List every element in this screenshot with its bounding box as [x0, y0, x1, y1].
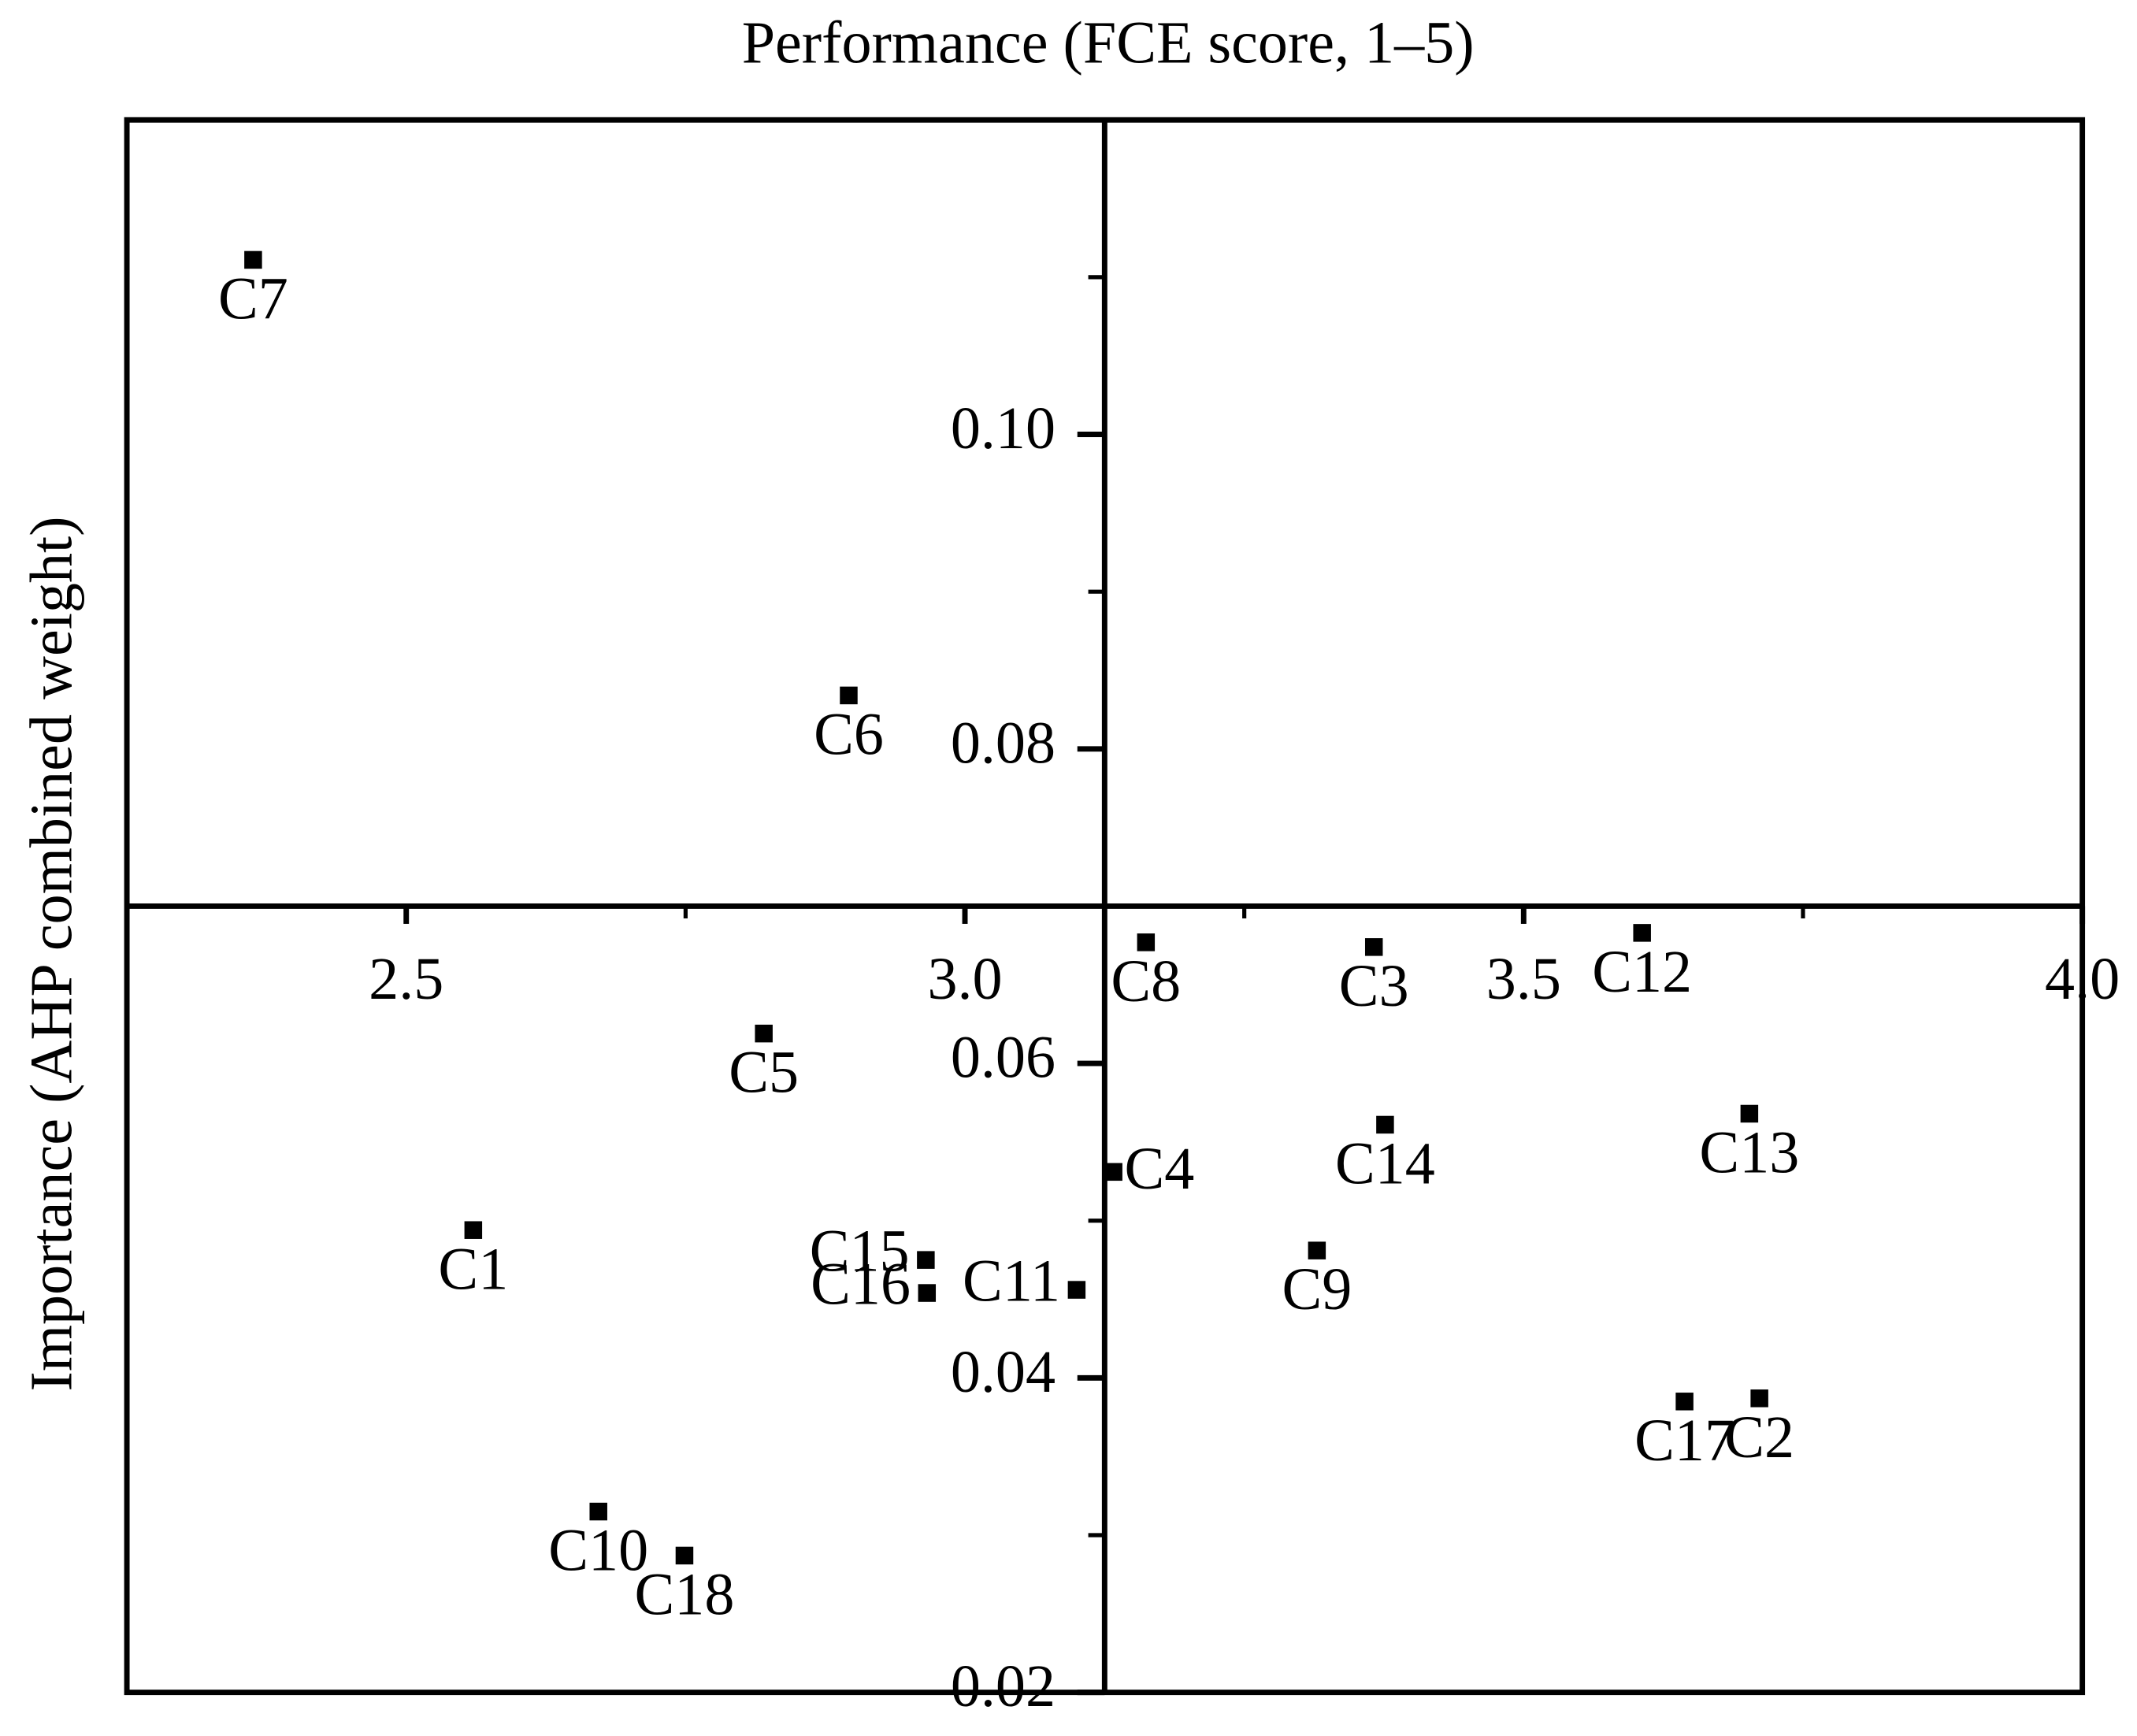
point [1376, 1115, 1394, 1134]
point-label: C9 [1282, 1256, 1352, 1322]
point [1740, 1104, 1759, 1123]
point-label: C2 [1724, 1404, 1794, 1471]
point-label: C18 [635, 1562, 735, 1628]
point-label: C7 [218, 265, 288, 332]
point-label: C16 [811, 1252, 911, 1318]
x-tick-label: 2.5 [369, 946, 443, 1012]
point-label: C6 [814, 701, 884, 767]
point-label: C15 [810, 1219, 910, 1285]
point [244, 250, 262, 269]
y-tick-label: 0.02 [951, 1653, 1056, 1719]
point [1364, 938, 1383, 956]
point [1067, 1281, 1086, 1299]
point-label: C14 [1335, 1130, 1435, 1196]
point-label: C11 [963, 1248, 1060, 1315]
point [1104, 1163, 1122, 1181]
y-tick-label: 0.04 [951, 1339, 1056, 1405]
point-label: C17 [1634, 1408, 1734, 1474]
point [1675, 1393, 1694, 1411]
point-label: C3 [1339, 953, 1409, 1019]
point-label: C1 [438, 1236, 508, 1302]
x-tick-label: 3.0 [927, 946, 1002, 1012]
point [1308, 1241, 1326, 1259]
point [1750, 1389, 1768, 1408]
point-label: C12 [1592, 939, 1692, 1005]
point [840, 686, 858, 705]
x-tick-label: 3.5 [1486, 946, 1561, 1012]
point [755, 1024, 773, 1043]
point [918, 1284, 937, 1302]
y-axis-title: Importance (AHP combined weight) [18, 516, 84, 1391]
point [464, 1221, 483, 1239]
point-label: C5 [729, 1040, 799, 1106]
y-tick-label: 0.08 [951, 710, 1056, 776]
y-tick-label: 0.10 [951, 395, 1056, 462]
point-label: C10 [548, 1518, 648, 1584]
x-tick-label: 4.0 [2045, 946, 2120, 1012]
point-label: C8 [1111, 948, 1181, 1015]
chart-title: Performance (FCE score, 1–5) [742, 10, 1475, 76]
point-label: C4 [1125, 1136, 1195, 1202]
point [1137, 933, 1156, 951]
y-tick-label: 0.06 [951, 1025, 1056, 1091]
point [1633, 924, 1651, 942]
point-label: C13 [1699, 1120, 1799, 1186]
point [917, 1251, 935, 1269]
point [589, 1502, 607, 1521]
point [675, 1546, 694, 1565]
